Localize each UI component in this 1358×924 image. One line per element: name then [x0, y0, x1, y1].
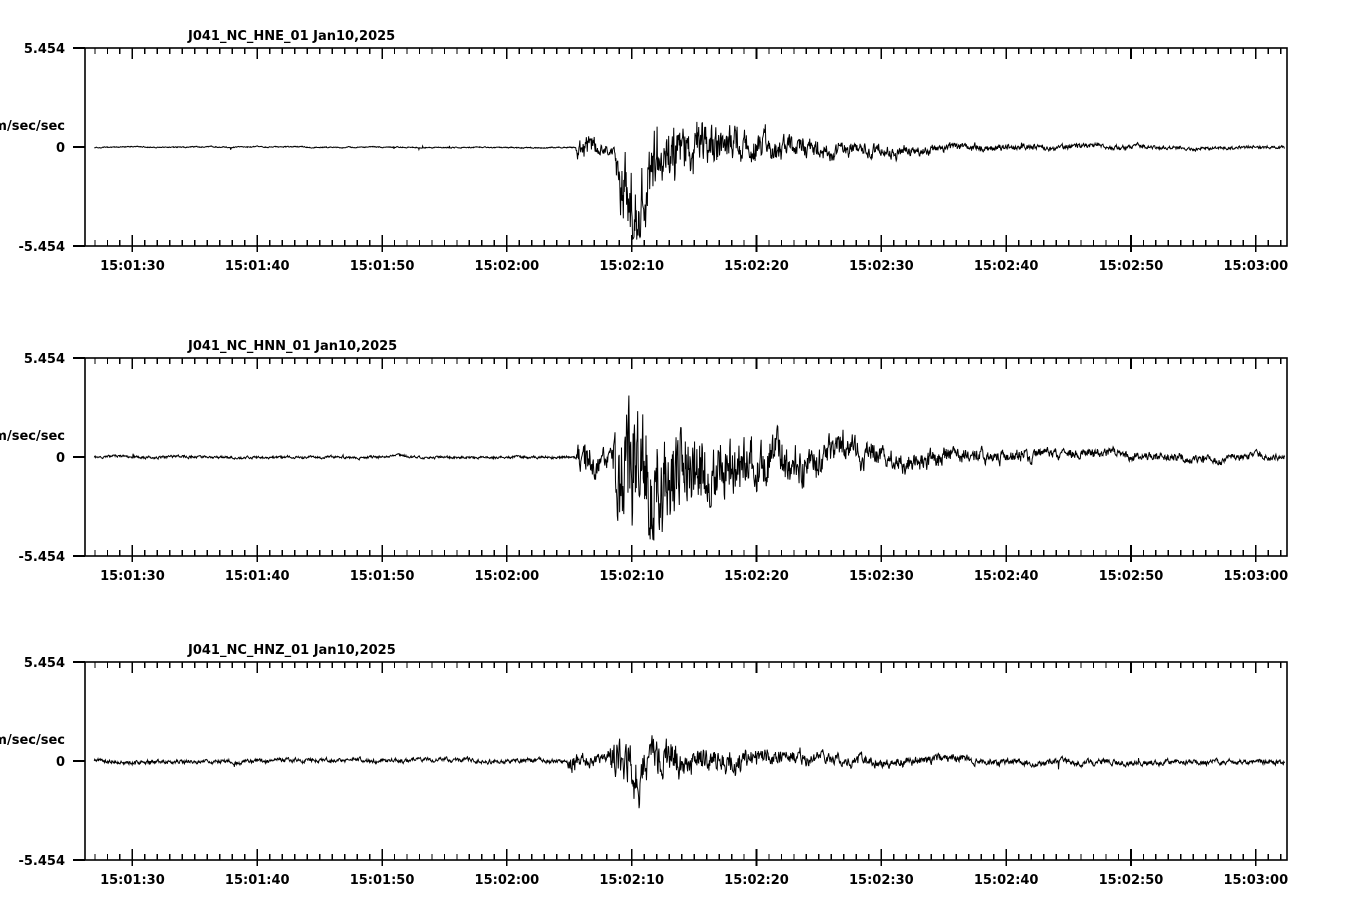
x-tick-label: 15:01:40 [225, 569, 290, 584]
x-tick-label: 15:01:50 [350, 873, 415, 888]
y-axis-unit-label: cm/sec/sec [0, 119, 65, 134]
y-tick-label: -5.454 [18, 854, 65, 869]
x-tick-label: 15:02:20 [724, 873, 789, 888]
y-axis-unit-label: cm/sec/sec [0, 429, 65, 444]
x-tick-label: 15:01:50 [350, 259, 415, 274]
y-tick-label: 5.454 [24, 352, 65, 367]
x-tick-label: 15:02:40 [974, 873, 1039, 888]
x-tick-label: 15:02:40 [974, 569, 1039, 584]
y-tick-label: 0 [56, 141, 65, 156]
x-tick-label: 15:03:00 [1223, 259, 1288, 274]
panel-title: J041_NC_HNN_01 Jan10,2025 [187, 339, 397, 354]
y-tick-label: -5.454 [18, 240, 65, 255]
waveform-trace [93, 395, 1286, 541]
y-tick-label: 5.454 [24, 42, 65, 57]
x-tick-label: 15:02:30 [849, 259, 914, 274]
x-tick-label: 15:02:10 [599, 569, 664, 584]
x-tick-label: 15:02:00 [475, 569, 540, 584]
x-tick-label: 15:02:00 [475, 873, 540, 888]
waveform-trace [93, 735, 1286, 809]
x-tick-label: 15:02:50 [1099, 259, 1164, 274]
x-tick-label: 15:02:00 [475, 259, 540, 274]
x-tick-label: 15:03:00 [1223, 569, 1288, 584]
x-tick-label: 15:02:30 [849, 569, 914, 584]
x-tick-label: 15:02:40 [974, 259, 1039, 274]
x-tick-label: 15:01:40 [225, 873, 290, 888]
seismogram-panel-hnn: J041_NC_HNN_01 Jan10,2025 15:01:30 15:01:4… [0, 324, 1358, 596]
y-tick-label: 0 [56, 755, 65, 770]
seismogram-panel-hnz: J041_NC_HNZ_01 Jan10,2025 15:01:30 15:01:4… [0, 628, 1358, 900]
x-tick-label: 15:02:20 [724, 569, 789, 584]
x-tick-label: 15:01:30 [100, 259, 165, 274]
panel-title: J041_NC_HNE_01 Jan10,2025 [187, 29, 395, 44]
panel-title: J041_NC_HNZ_01 Jan10,2025 [187, 643, 396, 658]
x-tick-label: 15:01:50 [350, 569, 415, 584]
x-tick-label: 15:02:20 [724, 259, 789, 274]
x-tick-label: 15:01:30 [100, 569, 165, 584]
y-tick-label: 0 [56, 451, 65, 466]
seismogram-panel-hne: J041_NC_HNE_01 Jan10,2025 15:01:30 15:01:4… [0, 14, 1358, 286]
x-tick-label: 15:01:30 [100, 873, 165, 888]
y-tick-label: -5.454 [18, 550, 65, 565]
x-tick-label: 15:03:00 [1223, 873, 1288, 888]
y-tick-label: 5.454 [24, 656, 65, 671]
x-tick-label: 15:02:50 [1099, 569, 1164, 584]
x-tick-label: 15:01:40 [225, 259, 290, 274]
x-tick-label: 15:02:50 [1099, 873, 1164, 888]
x-tick-label: 15:02:30 [849, 873, 914, 888]
y-axis-unit-label: cm/sec/sec [0, 733, 65, 748]
waveform-trace [94, 121, 1285, 240]
x-tick-label: 15:02:10 [599, 259, 664, 274]
x-tick-label: 15:02:10 [599, 873, 664, 888]
